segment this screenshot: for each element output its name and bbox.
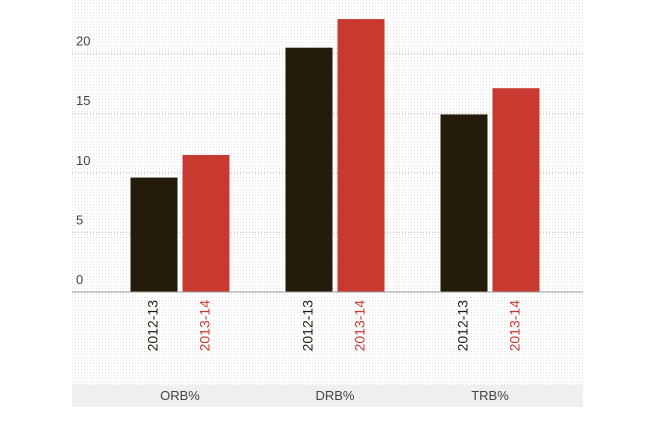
y-tick-label: 20 [76, 34, 90, 49]
bar [440, 114, 488, 293]
bar [492, 88, 540, 292]
series-label: 2012-13 [145, 300, 161, 352]
bar [182, 154, 230, 292]
bar [130, 177, 178, 292]
y-tick-label: 5 [76, 212, 83, 227]
bar [337, 19, 385, 292]
series-label: 2013-14 [352, 300, 368, 352]
series-label: 2013-14 [197, 300, 213, 352]
y-tick-label: 0 [76, 272, 83, 287]
y-tick-label: 10 [76, 153, 90, 168]
x-tick-label: TRB% [471, 388, 509, 403]
series-label: 2012-13 [300, 300, 316, 352]
series-label: 2013-14 [507, 300, 523, 352]
x-tick-label: DRB% [315, 388, 354, 403]
series-label: 2012-13 [455, 300, 471, 352]
category-strip [72, 385, 583, 407]
bar [285, 47, 333, 293]
x-tick-label: ORB% [160, 388, 200, 403]
y-tick-label: 15 [76, 93, 90, 108]
